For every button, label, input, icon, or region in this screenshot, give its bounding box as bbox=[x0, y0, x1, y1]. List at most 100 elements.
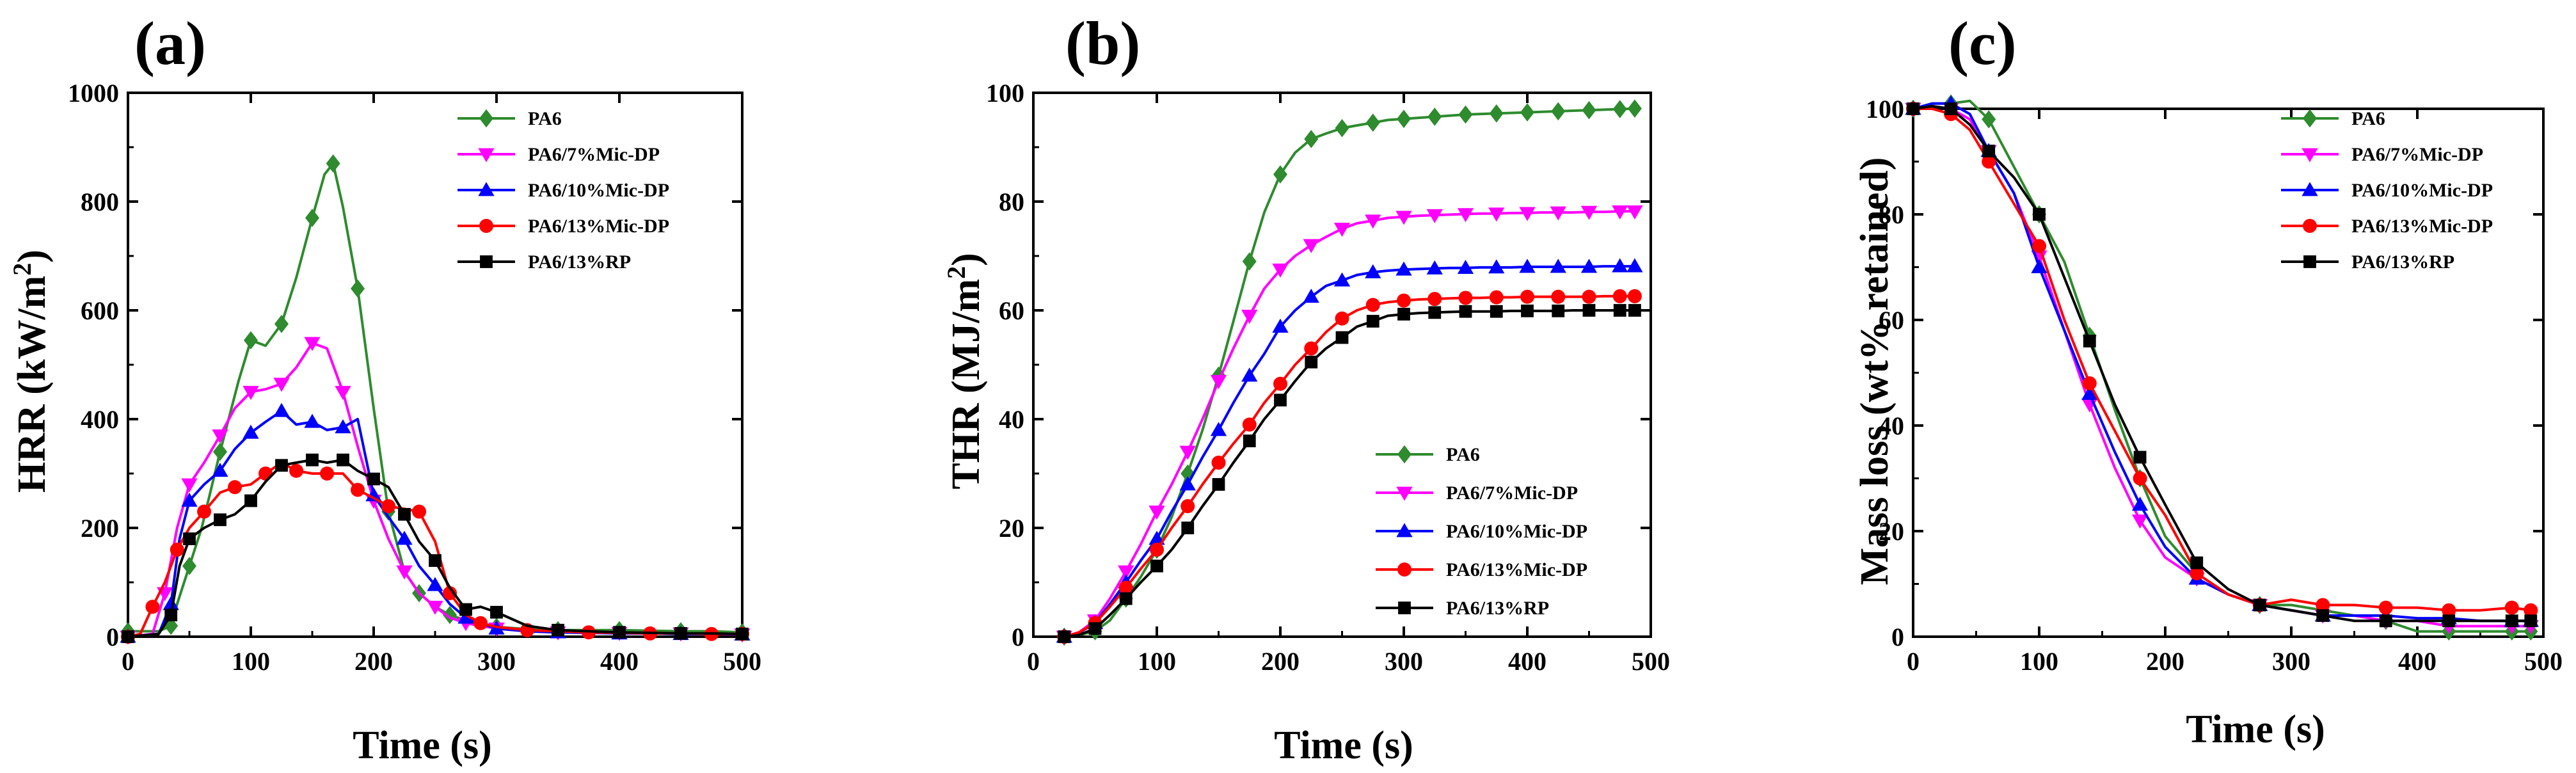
panel-b-xlabel: Time (s) bbox=[1274, 724, 1413, 767]
panel-a-series-pa6-13-rp bbox=[122, 453, 749, 643]
panel-b-point-pa6-13-mic-dp bbox=[1397, 293, 1411, 308]
panel-b-point-pa6-13-rp bbox=[1305, 355, 1318, 369]
panel-b-point-pa6 bbox=[1582, 100, 1596, 120]
panel-c-xlabel: Time (s) bbox=[2186, 708, 2325, 751]
panel-b-ytick-label: 40 bbox=[999, 405, 1024, 434]
panel-c-point-pa6-13-mic-dp bbox=[2378, 600, 2393, 615]
panel-b: (b) THR (MJ/m2) Time (s) 0 100 200 300 400 50… bbox=[942, 9, 1671, 767]
panel-c-point-pa6-13-rp bbox=[2253, 598, 2266, 612]
panel-b-point-pa6-10-mic-dp bbox=[1149, 530, 1165, 545]
panel-a-point-pa6-13-rp bbox=[490, 605, 503, 619]
panel-c-series-pa6-10-mic-dp bbox=[1905, 95, 2539, 627]
panel-a-xlabel: Time (s) bbox=[353, 724, 492, 767]
panel-b-xtick-label: 500 bbox=[1632, 647, 1670, 676]
panel-a-ytick-label: 1000 bbox=[68, 79, 119, 108]
panel-a-point-pa6-7-mic-dp bbox=[304, 337, 321, 351]
panel-b-point-pa6-13-rp bbox=[1490, 305, 1503, 318]
panel-b-point-pa6-7-mic-dp bbox=[1395, 211, 1412, 225]
panel-c-point-pa6-7-mic-dp bbox=[2131, 514, 2149, 529]
panel-b-line-pa6-10-mic-dp bbox=[1063, 265, 1635, 638]
panel-b-point-pa6-10-mic-dp bbox=[1333, 272, 1351, 287]
panel-c-point-pa6-10-mic-dp bbox=[2131, 497, 2149, 511]
panel-b-point-pa6-13-rp bbox=[1428, 306, 1442, 319]
panel-b-letter: (b) bbox=[1065, 9, 1140, 77]
panel-a-point-pa6-7-mic-dp bbox=[181, 478, 198, 493]
panel-c-point-pa6-13-rp bbox=[1944, 102, 1957, 115]
panel-a-point-pa6-13-mic-dp bbox=[320, 466, 335, 481]
panel-a-point-pa6-13-rp bbox=[275, 459, 288, 472]
panel-a-point-pa6-13-rp bbox=[337, 453, 349, 466]
panel-a: (a) HRR (kW/m2) Time (s) 0 100 200 300 400 50… bbox=[8, 9, 762, 767]
panel-c-point-pa6 bbox=[1982, 110, 1996, 129]
panel-b-point-pa6 bbox=[1551, 102, 1566, 121]
panel-c-legend-label: PA6 bbox=[2351, 108, 2385, 129]
panel-c-legend-marker bbox=[2303, 219, 2317, 233]
panel-b-point-pa6 bbox=[1242, 252, 1257, 271]
panel-a-xtick-label: 500 bbox=[723, 647, 761, 676]
panel-a-point-pa6-13-rp bbox=[164, 609, 178, 621]
panel-c-point-pa6-13-mic-dp bbox=[2442, 603, 2456, 618]
panel-a-point-pa6 bbox=[213, 442, 227, 461]
panel-a-point-pa6-13-rp bbox=[459, 603, 472, 616]
panel-b-point-pa6 bbox=[1397, 109, 1411, 129]
panel-b-line-pa6-13-rp bbox=[1064, 309, 1635, 638]
panel-b-ytick-label: 20 bbox=[999, 514, 1024, 543]
panel-a-point-pa6-13-rp bbox=[367, 472, 380, 486]
panel-b-legend-marker bbox=[1396, 486, 1413, 501]
panel-b-point-pa6-10-mic-dp bbox=[1303, 289, 1319, 303]
panel-a-point-pa6-13-rp bbox=[244, 494, 257, 507]
panel-b-point-pa6 bbox=[1520, 103, 1534, 122]
panel-b-point-pa6-13-rp bbox=[1613, 304, 1626, 317]
panel-c-point-pa6-13-rp bbox=[2190, 556, 2204, 570]
panel-b-legend-marker bbox=[1397, 562, 1411, 577]
panel-b-point-pa6-7-mic-dp bbox=[1580, 205, 1598, 220]
panel-c-ytick-label: 80 bbox=[1879, 200, 1904, 229]
panel-c-series-pa6 bbox=[1906, 94, 2538, 641]
panel-c-point-pa6-13-rp bbox=[2524, 614, 2538, 628]
panel-b-point-pa6-10-mic-dp bbox=[1365, 264, 1381, 278]
panel-a-point-pa6-7-mic-dp bbox=[427, 600, 443, 615]
panel-b-point-pa6-13-rp bbox=[1274, 394, 1287, 407]
panel-b-point-pa6-7-mic-dp bbox=[1626, 205, 1643, 219]
panel-b-point-pa6 bbox=[1273, 165, 1287, 184]
panel-a-point-pa6-13-rp bbox=[429, 554, 441, 567]
panel-a-letter: (a) bbox=[134, 9, 206, 77]
panel-c-point-pa6-13-rp bbox=[2083, 335, 2096, 347]
panel-a-xtick-label: 300 bbox=[477, 647, 516, 676]
panel-b-point-pa6-13-mic-dp bbox=[1150, 543, 1164, 557]
panel-c-xtick-label: 500 bbox=[2524, 647, 2563, 676]
panel-a-xtick-label: 200 bbox=[354, 647, 393, 676]
panel-a-point-pa6 bbox=[244, 331, 258, 350]
panel-b-point-pa6-7-mic-dp bbox=[1550, 206, 1566, 221]
panel-b-point-pa6-13-rp bbox=[1366, 315, 1379, 328]
panel-b-xtick-label: 400 bbox=[1508, 647, 1546, 676]
panel-a-line-pa6-7-mic-dp bbox=[127, 342, 743, 638]
panel-b-series-pa6-13-rp bbox=[1058, 304, 1641, 643]
panel-c-legend-label: PA6/13%Mic-DP bbox=[2351, 216, 2493, 237]
panel-b-point-pa6-7-mic-dp bbox=[1210, 375, 1227, 390]
panel-b-point-pa6-13-rp bbox=[1628, 304, 1641, 317]
panel-b-point-pa6-13-rp bbox=[1058, 630, 1071, 643]
panel-a-point-pa6-13-mic-dp bbox=[170, 543, 184, 557]
panel-c-ytick-label: 20 bbox=[1879, 517, 1904, 546]
panel-b-legend-label: PA6/13%Mic-DP bbox=[1446, 559, 1587, 580]
panel-a-point-pa6-10-mic-dp bbox=[304, 413, 321, 428]
panel-a-point-pa6-13-rp bbox=[183, 532, 196, 545]
panel-b-point-pa6-13-rp bbox=[1243, 434, 1256, 447]
panel-b-point-pa6-7-mic-dp bbox=[1612, 205, 1628, 219]
panel-a-point-pa6-7-mic-dp bbox=[242, 386, 259, 401]
panel-b-xtick-label: 300 bbox=[1385, 647, 1423, 676]
panel-a-point-pa6 bbox=[443, 605, 457, 625]
panel-b-point-pa6-13-mic-dp bbox=[1458, 291, 1473, 305]
panel-a-legend-marker bbox=[479, 109, 493, 128]
panel-b-point-pa6-13-rp bbox=[1335, 331, 1349, 344]
panel-b-point-pa6-13-mic-dp bbox=[1427, 292, 1442, 307]
panel-a-point-pa6-13-mic-dp bbox=[145, 600, 160, 614]
panel-a-point-pa6-10-mic-dp bbox=[181, 492, 198, 507]
panel-b-point-pa6-7-mic-dp bbox=[1241, 310, 1258, 324]
panel-c-point-pa6-13-mic-dp bbox=[2504, 600, 2519, 615]
panel-a-point-pa6-13-mic-dp bbox=[228, 480, 242, 495]
panel-b-point-pa6-10-mic-dp bbox=[1580, 259, 1598, 273]
panel-a-point-pa6-10-mic-dp bbox=[212, 463, 228, 477]
